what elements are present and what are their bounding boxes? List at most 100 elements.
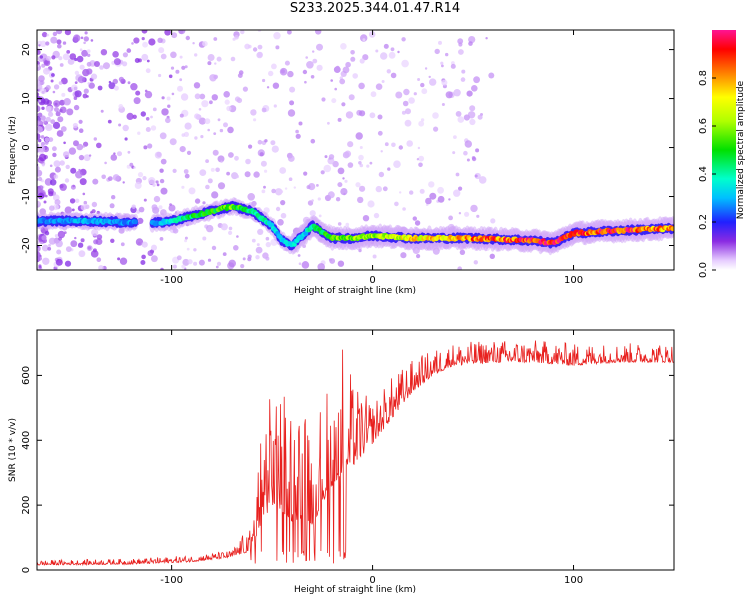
noise-blob — [387, 167, 391, 171]
y-tick-label: 600 — [21, 366, 32, 385]
noise-blob — [219, 128, 224, 133]
noise-blob — [41, 163, 45, 167]
noise-blob — [133, 97, 141, 105]
noise-blob — [211, 245, 217, 251]
noise-blob — [350, 56, 356, 62]
noise-blob — [206, 224, 214, 233]
noise-blob — [97, 85, 103, 91]
noise-blob — [101, 174, 106, 180]
noise-blob — [464, 140, 472, 148]
noise-blob — [168, 204, 176, 212]
x-tick-label: 100 — [564, 575, 583, 586]
noise-blob — [261, 189, 266, 194]
noise-blob — [316, 64, 323, 71]
noise-blob — [37, 92, 40, 97]
noise-blob — [253, 171, 260, 178]
x-tick-label: 0 — [369, 275, 375, 286]
noise-blob — [247, 254, 252, 259]
noise-blob — [399, 191, 402, 194]
noise-blob — [194, 53, 198, 57]
noise-blob — [41, 63, 46, 68]
noise-blob — [458, 186, 463, 191]
noise-blob — [120, 242, 125, 247]
noise-blob — [461, 69, 466, 74]
noise-blob — [152, 183, 156, 187]
noise-blob — [69, 198, 76, 204]
noise-blob — [280, 190, 284, 194]
noise-blob — [73, 104, 80, 111]
noise-blob — [161, 108, 169, 116]
noise-blob — [193, 248, 197, 252]
noise-blob — [316, 43, 323, 51]
noise-blob — [147, 250, 154, 257]
noise-blob — [62, 41, 67, 45]
noise-blob — [55, 239, 63, 248]
noise-blob — [257, 44, 263, 50]
noise-blob — [417, 146, 421, 150]
noise-blob — [179, 55, 183, 59]
noise-blob — [37, 200, 41, 208]
noise-blob — [99, 65, 104, 70]
noise-blob — [83, 41, 86, 45]
noise-blob — [122, 52, 128, 58]
noise-blob — [100, 49, 108, 56]
noise-blob — [244, 171, 251, 178]
noise-blob — [228, 259, 236, 268]
noise-blob — [74, 236, 77, 240]
noise-blob — [74, 81, 78, 84]
noise-blob — [53, 84, 60, 90]
noise-blob — [182, 258, 190, 266]
noise-blob — [37, 169, 43, 177]
noise-blob — [262, 78, 266, 83]
noise-blob — [316, 184, 319, 187]
noise-blob — [223, 122, 228, 128]
noise-blob — [158, 205, 163, 210]
noise-blob — [391, 142, 396, 148]
noise-blob — [207, 128, 210, 132]
noise-blob — [327, 191, 335, 199]
noise-blob — [270, 140, 276, 146]
noise-blob — [73, 34, 81, 42]
noise-blob — [141, 53, 149, 61]
colorbar-label: Normalized spectral amplitude — [736, 80, 746, 219]
noise-blob — [138, 206, 145, 213]
noise-blob — [75, 170, 83, 179]
noise-blob — [226, 105, 232, 112]
noise-blob — [183, 169, 189, 174]
noise-blob — [445, 91, 453, 99]
noise-blob — [172, 264, 177, 269]
noise-blob — [144, 90, 153, 99]
bottom-x-axis-label: Height of straight line (km) — [294, 585, 416, 595]
noise-blob — [134, 58, 140, 63]
noise-blob — [337, 260, 345, 267]
noise-blob — [213, 37, 218, 41]
noise-blob — [124, 137, 128, 141]
noise-blob — [214, 62, 217, 65]
noise-blob — [107, 119, 112, 124]
noise-blob — [409, 190, 414, 195]
noise-blob — [340, 43, 347, 50]
noise-blob — [395, 91, 403, 99]
colorbar-tick-label: 0.8 — [698, 70, 709, 86]
noise-blob — [428, 181, 435, 188]
noise-blob — [412, 216, 417, 221]
noise-blob — [71, 208, 75, 212]
noise-blob — [117, 257, 121, 261]
noise-blob — [352, 73, 359, 79]
colorbar-tick-label: 0.6 — [698, 118, 709, 134]
noise-blob — [57, 116, 64, 123]
noise-blob — [93, 137, 98, 141]
noise-blob — [414, 220, 421, 226]
noise-blob — [37, 133, 41, 140]
noise-blob — [64, 260, 72, 267]
noise-blob — [62, 53, 70, 61]
noise-blob — [55, 258, 63, 266]
noise-blob — [358, 161, 362, 165]
noise-blob — [471, 85, 478, 92]
noise-blob — [148, 38, 156, 46]
noise-blob — [400, 252, 407, 259]
noise-blob — [369, 112, 376, 119]
noise-blob — [137, 172, 144, 178]
noise-blob — [455, 111, 462, 117]
